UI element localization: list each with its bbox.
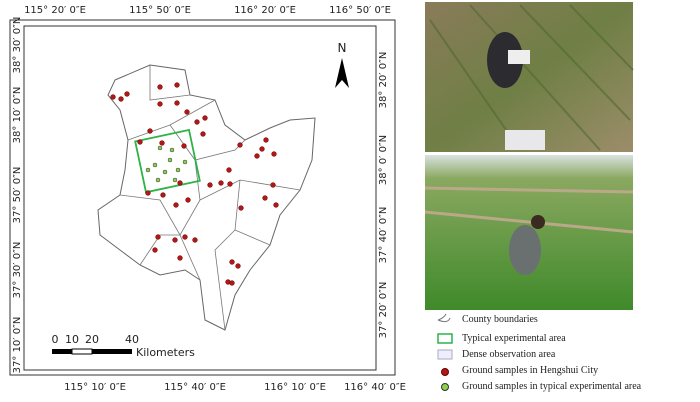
ground-sample bbox=[207, 182, 213, 188]
ground-sample bbox=[263, 137, 269, 143]
legend-label: Ground samples in Hengshui City bbox=[462, 365, 598, 376]
lon-label: 116° 50′ 0″E bbox=[329, 5, 391, 16]
outer-frame bbox=[9, 19, 396, 376]
bag bbox=[505, 130, 545, 150]
legend-symbol bbox=[441, 368, 449, 376]
lat-label: 37° 30′ 0″N bbox=[12, 242, 23, 299]
ground-sample bbox=[157, 84, 163, 90]
ground-sample bbox=[229, 259, 235, 265]
ground-sample bbox=[229, 280, 235, 286]
experimental-sample bbox=[157, 145, 163, 151]
experimental-sample bbox=[145, 167, 151, 173]
ground-sample bbox=[235, 263, 241, 269]
ground-sample bbox=[184, 109, 190, 115]
experimental-sample bbox=[182, 159, 188, 165]
ground-sample bbox=[174, 82, 180, 88]
ground-sample bbox=[160, 192, 166, 198]
legend-symbol bbox=[437, 349, 453, 360]
ground-sample bbox=[177, 180, 183, 186]
ground-sample bbox=[237, 142, 243, 148]
ground-sample bbox=[254, 153, 260, 159]
lon-label: 115° 40′ 0″E bbox=[164, 382, 226, 393]
ground-sample bbox=[226, 167, 232, 173]
ground-sample bbox=[174, 100, 180, 106]
legend-label: Typical experimental area bbox=[462, 333, 566, 344]
scale-unit: Kilometers bbox=[136, 346, 195, 359]
scale-tick: 0 bbox=[52, 333, 59, 346]
inner-frame bbox=[23, 25, 377, 371]
lon-label: 116° 20′ 0″E bbox=[234, 5, 296, 16]
ground-sample bbox=[172, 237, 178, 243]
lat-label: 38° 20′ 0″N bbox=[378, 52, 389, 109]
lat-label: 38° 30′ 0″N bbox=[12, 17, 23, 74]
ground-sample bbox=[147, 128, 153, 134]
north-arrow bbox=[335, 58, 349, 88]
person bbox=[509, 225, 541, 275]
ground-sample bbox=[124, 91, 130, 97]
legend-label: County boundaries bbox=[462, 314, 538, 325]
typical-experimental-area bbox=[134, 128, 201, 194]
ground-sample bbox=[181, 143, 187, 149]
ground-sample bbox=[182, 234, 188, 240]
experimental-sample bbox=[167, 157, 173, 163]
ground-sample bbox=[271, 151, 277, 157]
legend-symbol bbox=[441, 383, 449, 391]
lon-label: 115° 50′ 0″E bbox=[129, 5, 191, 16]
ground-sample bbox=[157, 101, 163, 107]
lon-label: 115° 20′ 0″E bbox=[24, 5, 86, 16]
lat-label: 37° 50′ 0″N bbox=[12, 167, 23, 224]
scale-bar bbox=[52, 349, 72, 354]
ground-sample bbox=[185, 197, 191, 203]
experimental-sample bbox=[152, 162, 158, 168]
lon-label: 115° 10′ 0″E bbox=[64, 382, 126, 393]
scale-bar bbox=[71, 348, 93, 355]
ground-sample bbox=[145, 190, 151, 196]
legend-symbol bbox=[437, 333, 453, 344]
ground-sample bbox=[227, 181, 233, 187]
lat-label: 37° 10′ 0″N bbox=[12, 317, 23, 374]
experimental-sample bbox=[162, 169, 168, 175]
ground-sample bbox=[238, 205, 244, 211]
experimental-sample bbox=[175, 167, 181, 173]
ground-sample bbox=[194, 119, 200, 125]
ground-sample bbox=[218, 180, 224, 186]
ground-sample bbox=[270, 182, 276, 188]
ground-sample bbox=[137, 139, 143, 145]
ground-sample bbox=[152, 247, 158, 253]
legend-symbol bbox=[437, 313, 451, 323]
ground-sample bbox=[262, 195, 268, 201]
ground-sample bbox=[200, 131, 206, 137]
ground-sample bbox=[273, 202, 279, 208]
lon-label: 116° 10′ 0″E bbox=[264, 382, 326, 393]
scale-bar bbox=[92, 349, 132, 354]
ground-sample bbox=[202, 115, 208, 121]
lat-label: 38° 0′ 0″N bbox=[378, 135, 389, 185]
scale-tick: 20 bbox=[85, 333, 99, 346]
scale-tick: 10 bbox=[65, 333, 79, 346]
person bbox=[487, 32, 523, 88]
ground-sample bbox=[173, 202, 179, 208]
ground-sample bbox=[118, 96, 124, 102]
ground-sample bbox=[259, 146, 265, 152]
north-label: N bbox=[338, 41, 347, 55]
field-photo-1 bbox=[425, 2, 633, 152]
ground-sample bbox=[177, 255, 183, 261]
lat-label: 38° 10′ 0″N bbox=[12, 87, 23, 144]
experimental-sample bbox=[172, 177, 178, 183]
ground-sample bbox=[159, 140, 165, 146]
experimental-sample bbox=[155, 177, 161, 183]
scale-tick: 40 bbox=[125, 333, 139, 346]
lat-label: 37° 20′ 0″N bbox=[378, 282, 389, 339]
lat-label: 37° 40′ 0″N bbox=[378, 207, 389, 264]
notebook bbox=[508, 50, 530, 64]
legend-label: Dense observation area bbox=[462, 349, 556, 360]
ground-sample bbox=[155, 234, 161, 240]
legend-label: Ground samples in typical experimental a… bbox=[462, 381, 642, 392]
experimental-sample bbox=[169, 147, 175, 153]
county-boundaries bbox=[119, 65, 301, 331]
ground-sample bbox=[192, 237, 198, 243]
lon-label: 116° 40′ 0″E bbox=[344, 382, 406, 393]
ground-sample bbox=[110, 94, 116, 100]
